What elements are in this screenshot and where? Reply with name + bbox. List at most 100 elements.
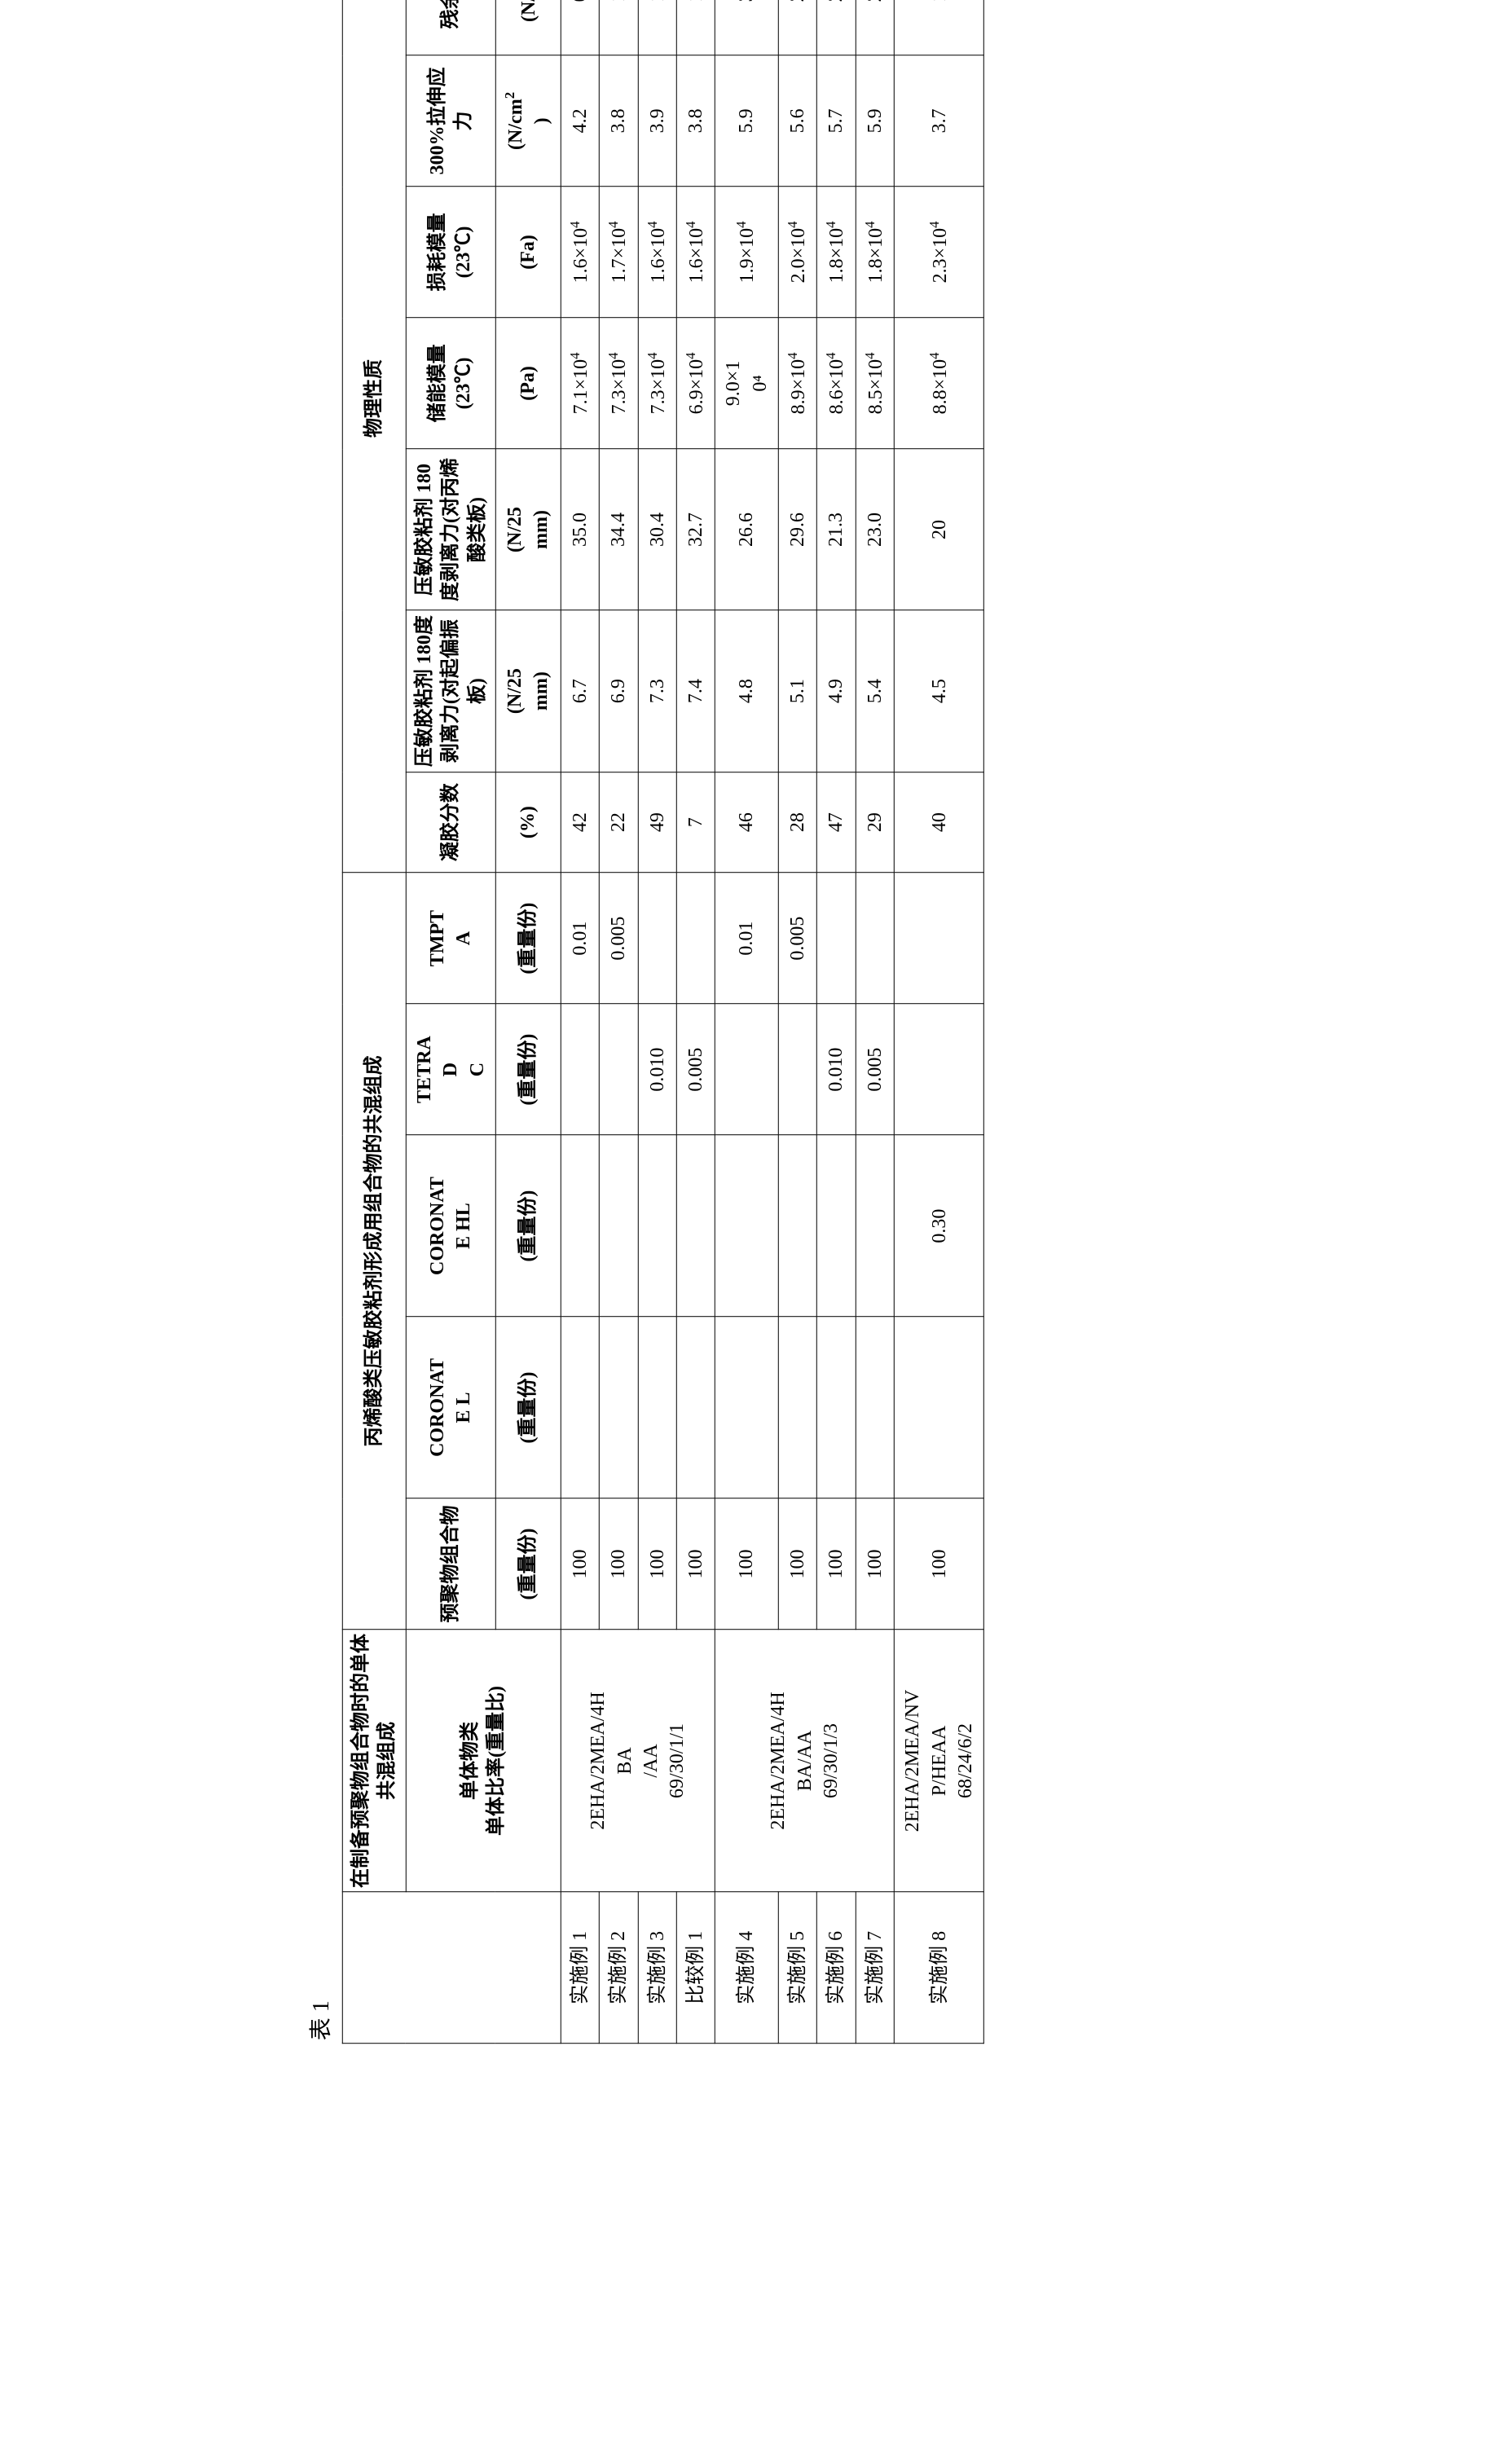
cell-gel: 47 — [817, 772, 856, 873]
unit-peel2: (N/25mm) — [495, 449, 561, 610]
cell-coronat-ehl — [599, 1135, 637, 1317]
cell-monomer: 2EHA/2MEA/NVP/HEAA68/24/6/2 — [895, 1630, 984, 1892]
cell-peel1: 7.4 — [676, 610, 715, 772]
row-label: 实施例 5 — [778, 1892, 816, 2044]
cell-pre: 100 — [676, 1498, 715, 1630]
cell-peel1: 5.1 — [778, 610, 816, 772]
cell-tetrad-c: 0.005 — [676, 1004, 715, 1135]
cell-coronat-el — [715, 1317, 779, 1498]
cell-loss: 1.6×104 — [638, 187, 676, 318]
cell-tetrad-c — [895, 1004, 984, 1135]
cell-tmpta: 0.005 — [599, 873, 637, 1004]
hdr-tmpta: TMPTA — [406, 873, 495, 1004]
cell-tensile: 4.2 — [561, 55, 599, 187]
cell-pre: 100 — [599, 1498, 637, 1630]
row-label: 实施例 7 — [856, 1892, 894, 2044]
cell-storage: 8.5×104 — [856, 318, 894, 449]
cell-coronat-ehl — [638, 1135, 676, 1317]
cell-loss: 1.8×104 — [817, 187, 856, 318]
cell-residual: 2.7 — [778, 0, 816, 55]
cell-coronat-el — [778, 1317, 816, 1498]
unit-stor: (Pa) — [495, 318, 561, 449]
cell-peel1: 4.5 — [895, 610, 984, 772]
cell-storage: 6.9×104 — [676, 318, 715, 449]
cell-peel2: 32.7 — [676, 449, 715, 610]
cell-tetrad-c — [561, 1004, 599, 1135]
cell-tetrad-c — [778, 1004, 816, 1135]
cell-tensile: 3.7 — [895, 55, 984, 187]
cell-residual: 3.0 — [715, 0, 779, 55]
hdr-loss: 损耗模量(23℃) — [406, 187, 495, 318]
cell-tensile: 3.8 — [599, 55, 637, 187]
unit-res: (N/cm2) — [495, 0, 561, 55]
unit-tetra: (重量份) — [495, 1004, 561, 1135]
cell-tensile: 5.7 — [817, 55, 856, 187]
cell-peel2: 23.0 — [856, 449, 894, 610]
hdr-prepolymer: 预聚物组合物 — [406, 1498, 495, 1630]
table-row: 实施例 12EHA/2MEA/4HBA/AA69/30/1/11000.0142… — [561, 0, 599, 2044]
cell-coronat-el — [638, 1317, 676, 1498]
cell-gel: 22 — [599, 772, 637, 873]
cell-storage: 7.1×104 — [561, 318, 599, 449]
cell-loss: 1.6×104 — [676, 187, 715, 318]
cell-storage: 8.9×104 — [778, 318, 816, 449]
cell-peel1: 6.7 — [561, 610, 599, 772]
cell-coronat-el — [676, 1317, 715, 1498]
cell-storage: 7.3×104 — [599, 318, 637, 449]
cell-monomer: 2EHA/2MEA/4HBA/AA69/30/1/1 — [561, 1630, 715, 1892]
cell-storage: 9.0×10⁴ — [715, 318, 779, 449]
data-table: 在制备预聚物组合物时的单体共混组成 丙烯酸类压敏胶粘剂形成用组合物的共混组成 物… — [342, 0, 984, 2044]
cell-peel2: 21.3 — [817, 449, 856, 610]
cell-residual: 2.8 — [817, 0, 856, 55]
hdr-group2: 丙烯酸类压敏胶粘剂形成用组合物的共混组成 — [342, 873, 406, 1630]
cell-gel: 40 — [895, 772, 984, 873]
cell-gel: 29 — [856, 772, 894, 873]
cell-peel2: 29.6 — [778, 449, 816, 610]
cell-pre: 100 — [778, 1498, 816, 1630]
hdr-gel: 凝胶分数 — [406, 772, 495, 873]
cell-gel: 46 — [715, 772, 779, 873]
row-label: 实施例 3 — [638, 1892, 676, 2044]
cell-tmpta — [817, 873, 856, 1004]
row-label: 比较例 1 — [676, 1892, 715, 2044]
cell-tmpta — [676, 873, 715, 1004]
cell-peel1: 4.8 — [715, 610, 779, 772]
hdr-coronat-el: CORONATE L — [406, 1317, 495, 1498]
cell-coronat-ehl — [856, 1135, 894, 1317]
unit-gel: (%) — [495, 772, 561, 873]
cell-loss: 1.6×104 — [561, 187, 599, 318]
cell-tetrad-c — [715, 1004, 779, 1135]
unit-tens: (N/cm2) — [495, 55, 561, 187]
cell-peel2: 34.4 — [599, 449, 637, 610]
page-wrapper: 表 1 在制备预聚物组合物时的单体共混组成 丙烯酸类压敏胶粘剂形成用组合物的共混… — [303, 0, 984, 2044]
cell-pre: 100 — [638, 1498, 676, 1630]
unit-cl: (重量份) — [495, 1317, 561, 1498]
cell-monomer: 2EHA/2MEA/4HBA/AA69/30/1/3 — [715, 1630, 895, 1892]
cell-tetrad-c — [599, 1004, 637, 1135]
hdr-residual: 残余应力 — [406, 0, 495, 55]
cell-pre: 100 — [817, 1498, 856, 1630]
cell-peel1: 5.4 — [856, 610, 894, 772]
cell-storage: 8.8×104 — [895, 318, 984, 449]
row-label: 实施例 1 — [561, 1892, 599, 2044]
hdr-peel2: 压敏胶粘剂 180 度剥离力(对丙烯酸类板) — [406, 449, 495, 610]
unit-loss: (Fa) — [495, 187, 561, 318]
cell-residual: 1.2 — [895, 0, 984, 55]
cell-tetrad-c: 0.010 — [817, 1004, 856, 1135]
cell-tmpta — [895, 873, 984, 1004]
cell-tmpta — [856, 873, 894, 1004]
cell-peel2: 20 — [895, 449, 984, 610]
cell-peel1: 6.9 — [599, 610, 637, 772]
cell-storage: 8.6×104 — [817, 318, 856, 449]
cell-tmpta: 0.01 — [561, 873, 599, 1004]
hdr-storage: 储能模量(23℃) — [406, 318, 495, 449]
unit-pre: (重量份) — [495, 1498, 561, 1630]
cell-coronat-ehl — [676, 1135, 715, 1317]
cell-pre: 100 — [856, 1498, 894, 1630]
cell-gel: 28 — [778, 772, 816, 873]
cell-tensile: 3.9 — [638, 55, 676, 187]
cell-coronat-ehl — [715, 1135, 779, 1317]
cell-pre: 100 — [715, 1498, 779, 1630]
cell-coronat-el — [561, 1317, 599, 1498]
cell-peel2: 30.4 — [638, 449, 676, 610]
